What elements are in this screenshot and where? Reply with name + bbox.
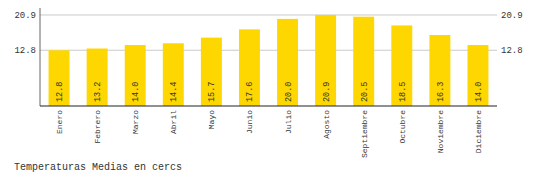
bar <box>163 43 184 106</box>
x-tick-label: Junio <box>245 110 254 134</box>
x-tick-label: Enero <box>55 110 64 134</box>
x-tick-label: Agosto <box>322 110 331 139</box>
x-tick-label: Febrero <box>93 110 102 144</box>
bar <box>315 15 336 106</box>
x-tick-label: Julio <box>284 110 293 134</box>
x-tick-label: Septiembre <box>360 110 369 158</box>
y-tick-label-right: 12.8 <box>501 46 523 56</box>
data-label: 16.3 <box>436 82 446 102</box>
y-axis-line <box>40 8 41 106</box>
data-label: 14.4 <box>169 82 179 102</box>
bar <box>277 19 298 106</box>
data-label: 20.0 <box>284 82 294 102</box>
grid-line <box>40 14 497 15</box>
x-tick-label: Noviembre <box>436 110 445 153</box>
data-label: 18.5 <box>398 82 408 102</box>
y-tick-label: 20.9 <box>14 11 36 21</box>
bar <box>391 25 412 106</box>
title: Temperaturas Medias en cercs <box>14 162 182 173</box>
bar <box>467 45 488 106</box>
data-label: 12.8 <box>55 82 65 102</box>
data-label: 20.5 <box>360 82 370 102</box>
x-tick-label: Abril <box>169 110 178 134</box>
bar <box>125 45 146 106</box>
chart: 12.8 12.8 20.9 20.9 12.8 13.2 14.0 14.4 15.7 17.6… <box>0 0 537 174</box>
data-label: 14.0 <box>131 82 141 102</box>
bar <box>353 17 374 106</box>
data-label: 14.0 <box>474 82 484 102</box>
data-label: 20.9 <box>322 82 332 102</box>
y-tick-label: 12.8 <box>14 46 36 56</box>
data-label: 15.7 <box>207 82 217 102</box>
x-tick-label: Octubre <box>398 110 407 144</box>
bar <box>201 38 222 106</box>
x-axis-line <box>40 105 497 106</box>
y-tick-label-right: 20.9 <box>501 11 523 21</box>
data-label: 17.6 <box>245 82 255 102</box>
bars <box>49 15 489 106</box>
bar <box>429 35 450 106</box>
bar <box>87 49 108 106</box>
grid-line <box>40 50 497 51</box>
data-label: 13.2 <box>93 82 103 102</box>
bar <box>239 29 260 106</box>
x-tick-label: Mayo <box>207 110 216 129</box>
bar <box>49 50 70 106</box>
x-tick-label: Marzo <box>131 110 140 134</box>
x-tick-label: Diciembre <box>474 110 483 153</box>
